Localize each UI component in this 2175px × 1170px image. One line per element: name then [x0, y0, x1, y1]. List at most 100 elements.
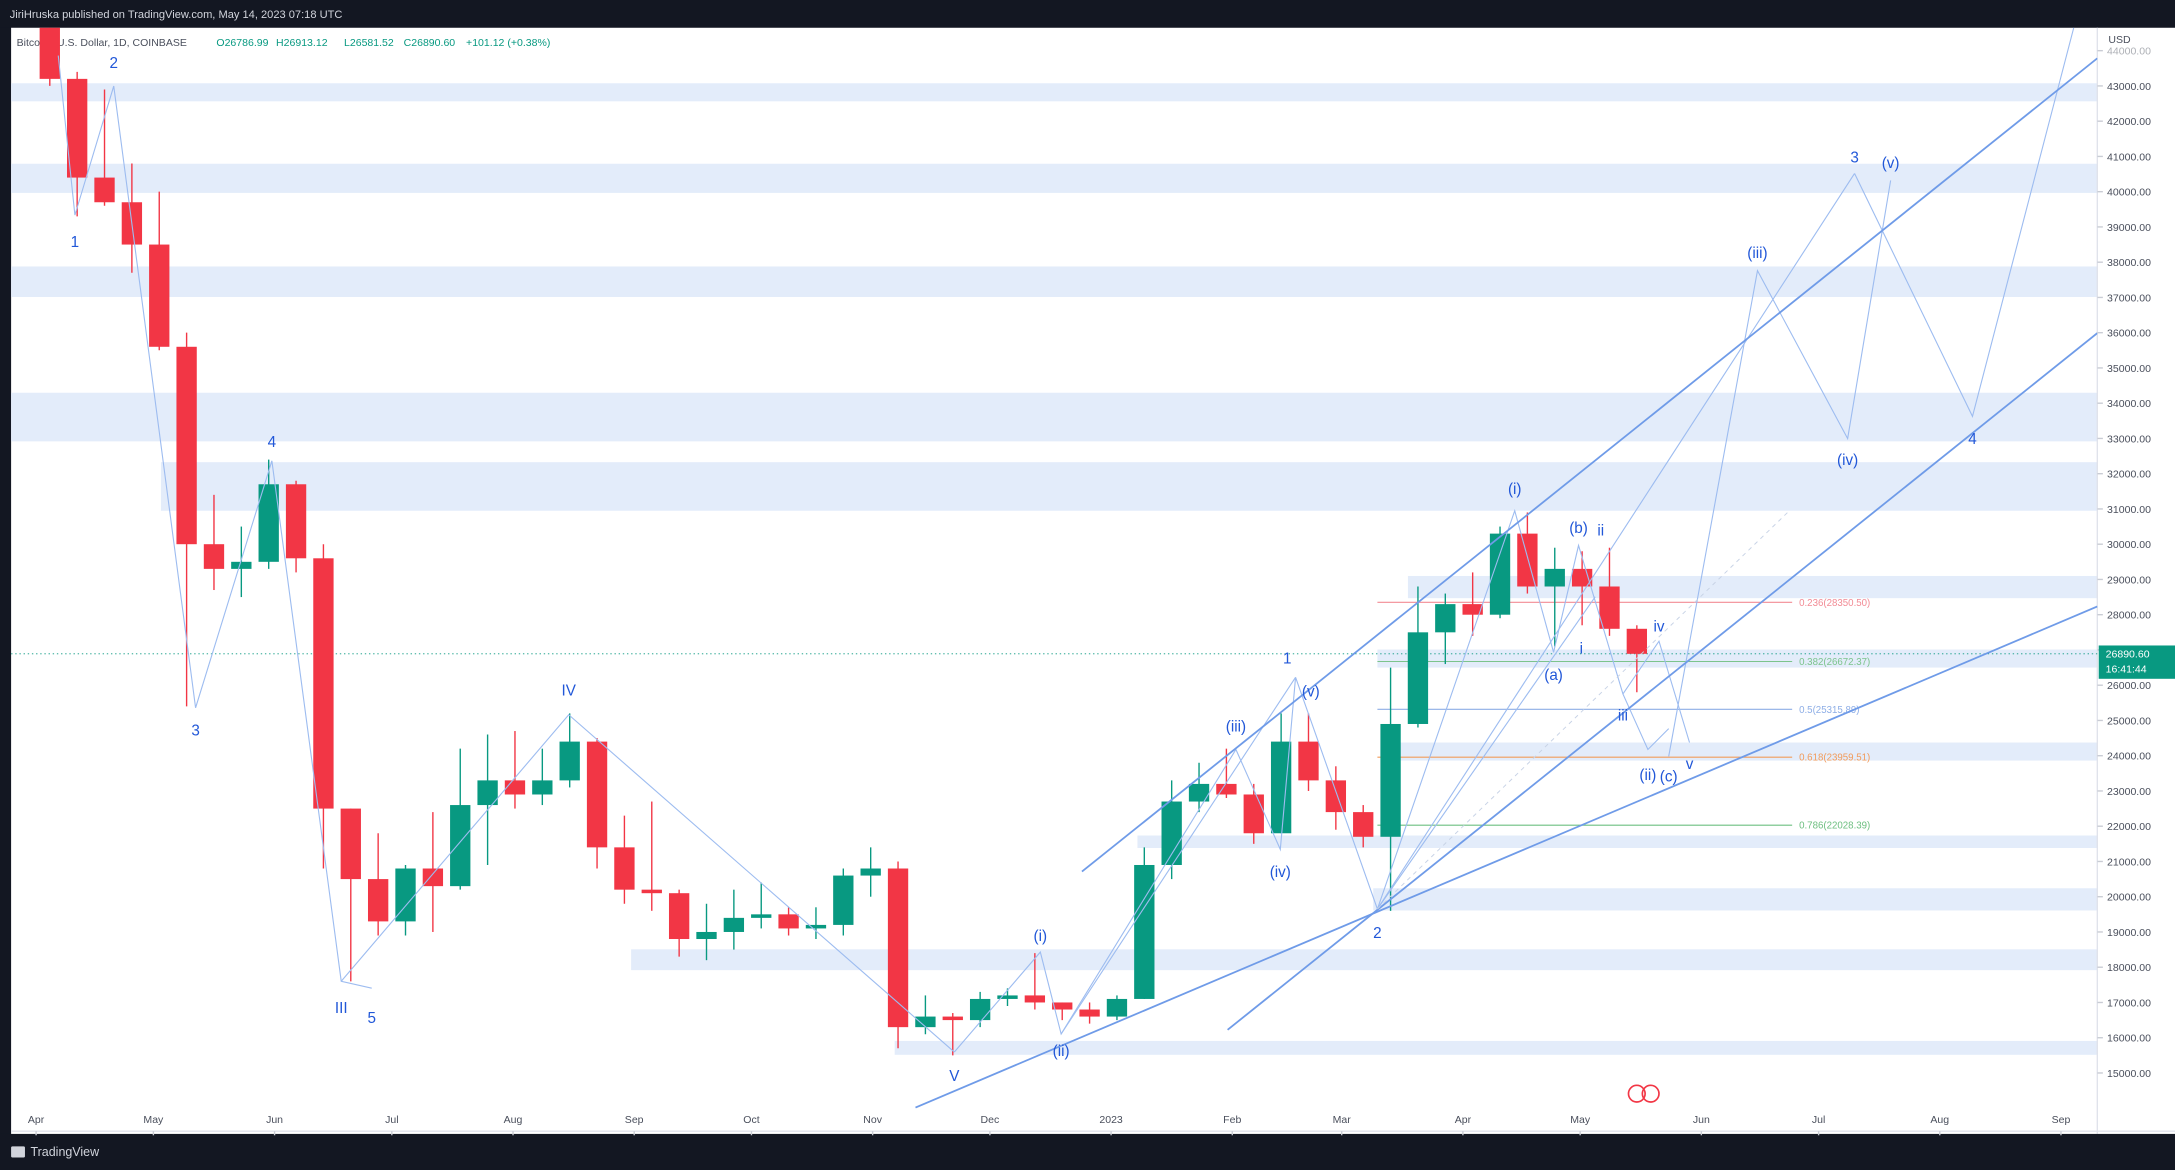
candle-body [969, 998, 991, 1021]
x-tick-label: Apr [28, 1114, 45, 1126]
bottom-bar [0, 1133, 2175, 1170]
candle-body [778, 914, 799, 929]
candle-body [285, 484, 307, 559]
candle-body [149, 244, 170, 347]
candle-body [641, 889, 662, 894]
candle-body [1462, 604, 1483, 615]
axis-unit: USD [2108, 34, 2131, 46]
y-tick-label: 26000.00 [2107, 680, 2151, 692]
candle-body [1188, 783, 1210, 802]
y-tick-label: 17000.00 [2107, 997, 2151, 1009]
left-frame [0, 0, 12, 1170]
x-tick-label: Jul [1812, 1114, 1825, 1126]
y-tick-label: 32000.00 [2107, 469, 2151, 481]
wave-label: (a) [1544, 667, 1563, 684]
x-tick-label: Nov [863, 1114, 882, 1126]
candle-body [1517, 533, 1538, 587]
wave-label: (iii) [1747, 245, 1767, 262]
fib-label: 0.236(28350.50) [1799, 598, 1870, 609]
candle-body [997, 995, 1018, 999]
wave-label: V [949, 1068, 960, 1085]
y-tick-label: 35000.00 [2107, 363, 2151, 375]
x-tick-label: Sep [2052, 1114, 2071, 1126]
x-tick-label: Jun [266, 1114, 283, 1126]
x-tick-label: Aug [1930, 1114, 1949, 1126]
wave-line [1668, 180, 1892, 757]
candle-body [422, 868, 444, 887]
wave-label: iv [1653, 618, 1664, 635]
candle-body [1161, 801, 1182, 865]
wave-label: i [1580, 641, 1583, 658]
ohlc-legend: O26786.99 [216, 37, 268, 49]
wave-label: v [1686, 756, 1694, 773]
candle-body [915, 1016, 936, 1028]
wave-label: 4 [268, 434, 277, 451]
publisher: JiriHruska published on TradingView.com,… [10, 9, 343, 21]
y-tick-label: 37000.00 [2107, 292, 2151, 304]
candle-body [258, 484, 279, 562]
candle-body [723, 917, 745, 932]
x-tick-label: Mar [1333, 1114, 1352, 1126]
y-tick-label: 44000.00 [2107, 46, 2151, 58]
candle-body [1571, 568, 1593, 587]
wave-label: 2 [110, 55, 118, 72]
wave-line [953, 677, 1378, 1053]
y-tick-label: 39000.00 [2107, 222, 2151, 234]
y-tick-label: 16000.00 [2107, 1033, 2151, 1045]
wave-label: III [335, 1000, 348, 1017]
wave-line [1376, 596, 1596, 910]
wave-label: 1 [1283, 650, 1291, 667]
x-tick-label: 2023 [1099, 1114, 1123, 1126]
last-price-tag [2098, 645, 2175, 679]
x-tick-label: May [143, 1114, 164, 1126]
zone [1407, 575, 2098, 599]
candle-body [367, 879, 389, 922]
candle-body [1489, 533, 1511, 615]
wave-label: (i) [1508, 481, 1522, 498]
wave-label: 5 [368, 1010, 376, 1027]
wave-label: IV [562, 682, 577, 699]
y-tick-label: 33000.00 [2107, 433, 2151, 445]
wave-label: (iv) [1270, 864, 1291, 881]
y-tick-label: 34000.00 [2107, 398, 2151, 410]
candle-body [887, 868, 909, 1028]
candle-body [805, 924, 827, 929]
wave-line [1376, 508, 1670, 910]
fib-label: 0.618(23959.51) [1799, 753, 1870, 764]
candle-body [1544, 568, 1565, 587]
plot: 0.236(28350.50) 0.382(26672.37) 0.5(25315.… [11, 27, 2098, 1109]
wave-label: 2 [1373, 925, 1381, 942]
candle-body [1407, 632, 1429, 724]
candle-body [1216, 783, 1237, 795]
candle-body [614, 847, 635, 890]
wave-line [1376, 173, 1856, 910]
candle-body [696, 931, 717, 940]
last-price-label: 26890.60 [2106, 649, 2150, 661]
x-tick-label: Dec [981, 1114, 1000, 1126]
wave-line [1060, 676, 1297, 1035]
y-tick-label: 21000.00 [2107, 856, 2151, 868]
zone [1394, 742, 2098, 761]
y-tick-label: 23000.00 [2107, 786, 2151, 798]
candle-body [1435, 604, 1456, 633]
ohlc-legend: L26581.52 [344, 37, 394, 49]
y-tick-label: 42000.00 [2107, 116, 2151, 128]
candle-body [1599, 586, 1620, 629]
candle-body [1052, 1002, 1073, 1010]
brand: TradingView [31, 1145, 101, 1159]
ohlc-legend: C26890.60 [404, 37, 456, 49]
y-tick-label: 43000.00 [2107, 81, 2151, 93]
candle-body [313, 558, 334, 809]
candle-body [1024, 995, 1046, 1003]
wave-label: (iv) [1837, 452, 1858, 469]
wave-label: 3 [1850, 149, 1858, 166]
candle-body [231, 561, 252, 569]
candle-body [1626, 628, 1648, 654]
wave-label: 1 [71, 234, 79, 251]
y-tick-label: 25000.00 [2107, 715, 2151, 727]
wave-line [1854, 27, 2075, 418]
wave-label: (i) [1034, 928, 1048, 945]
y-tick-label: 28000.00 [2107, 610, 2151, 622]
candle-body [1353, 812, 1374, 837]
